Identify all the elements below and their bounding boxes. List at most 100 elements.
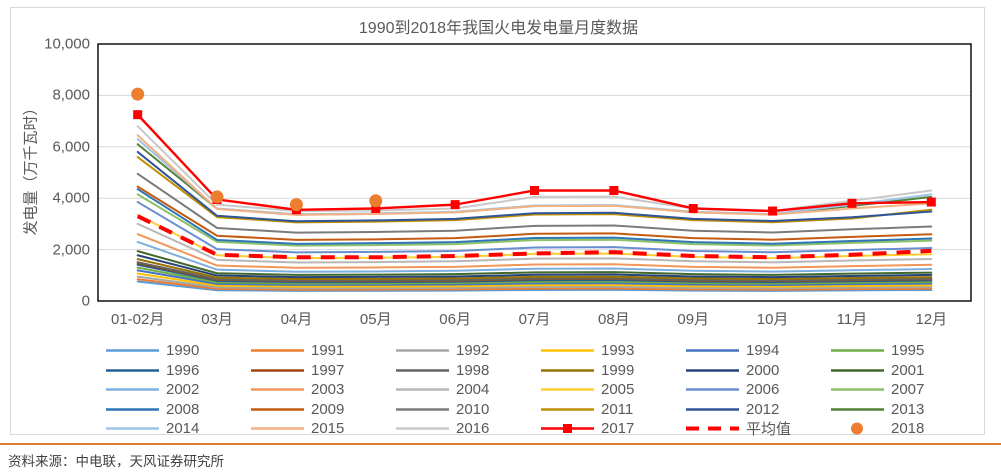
x-tick-label: 10月 xyxy=(756,311,789,328)
series-marker-2017 xyxy=(926,197,936,207)
series-line-2005 xyxy=(136,213,933,260)
series-line-2008 xyxy=(136,188,933,245)
legend-label: 2011 xyxy=(601,400,634,418)
legend-line-sample xyxy=(251,408,304,411)
legend-label: 2012 xyxy=(746,400,780,418)
legend-item-2010: 2010 xyxy=(396,400,541,420)
series-line-2006 xyxy=(136,201,933,254)
series-marker-2017 xyxy=(847,198,857,208)
series-marker-2017 xyxy=(768,206,778,216)
legend-item-2002: 2002 xyxy=(106,380,251,400)
legend-label: 2016 xyxy=(456,420,490,438)
legend-line-sample xyxy=(686,408,739,411)
legend-line-sample xyxy=(251,388,304,391)
y-tick-label: 2,000 xyxy=(52,241,90,259)
legend-line-sample xyxy=(396,388,449,391)
legend-item-1998: 1998 xyxy=(396,361,541,381)
series-line-2010 xyxy=(136,172,933,234)
legend-item-1996: 1996 xyxy=(106,361,251,381)
legend-line-sample xyxy=(541,388,594,391)
legend-label: 2013 xyxy=(891,400,925,418)
legend-label: 2000 xyxy=(746,361,780,379)
legend-line-sample xyxy=(541,369,594,372)
legend-item-1994: 1994 xyxy=(686,341,831,361)
series-line-2004 xyxy=(136,222,933,264)
legend-line-sample xyxy=(106,427,159,430)
series-line-1995 xyxy=(136,266,933,285)
legend-item-1995: 1995 xyxy=(831,341,976,361)
x-tick-label: 05月 xyxy=(359,311,392,328)
x-tick-label: 03月 xyxy=(201,311,233,328)
series-dot-2018 xyxy=(210,190,224,204)
series-line-2007 xyxy=(136,193,933,247)
legend-item-1992: 1992 xyxy=(396,341,541,361)
y-tick-label: 8,000 xyxy=(52,86,90,104)
legend-label: 1994 xyxy=(746,342,780,360)
chart-title: 1990到2018年我国火电发电量月度数据 xyxy=(358,20,639,37)
series-line-1993 xyxy=(136,272,933,288)
chart-legend: 1990 1991 1992 1993 1994 1995 1996 1997 1998 1999… xyxy=(106,341,976,439)
series-line-2001 xyxy=(136,250,933,276)
legend-item-2004: 2004 xyxy=(396,380,541,400)
legend-item-2016: 2016 xyxy=(396,419,541,439)
x-tick-label: 01-02月 xyxy=(110,311,165,328)
series-dot-2018 xyxy=(369,194,383,208)
series-line-1991 xyxy=(136,278,933,291)
x-tick-label: 09月 xyxy=(677,311,710,328)
legend-line-sample xyxy=(396,408,449,411)
x-tick-label: 08月 xyxy=(598,311,630,328)
x-tick-label: 04月 xyxy=(280,311,313,328)
legend-line-sample xyxy=(106,369,159,372)
legend-label: 1999 xyxy=(601,361,635,379)
plot-frame xyxy=(97,43,972,302)
legend-label: 1995 xyxy=(891,342,925,360)
legend-item-2007: 2007 xyxy=(831,380,976,400)
legend-line-sample xyxy=(396,369,449,372)
legend-item-1991: 1991 xyxy=(251,341,396,361)
series-marker-2017 xyxy=(530,185,539,195)
series-dot-2018 xyxy=(131,87,145,101)
series-line-2011 xyxy=(136,156,933,224)
legend-label: 1996 xyxy=(166,361,200,379)
series-line-2003 xyxy=(136,233,933,269)
series-line-2002 xyxy=(136,240,933,273)
legend-label: 1998 xyxy=(456,361,490,379)
legend-dot-marker xyxy=(851,422,863,435)
series-line-2012 xyxy=(136,150,933,223)
legend-item-2001: 2001 xyxy=(831,361,976,381)
legend-dot-sample xyxy=(851,422,863,435)
legend-square-marker xyxy=(563,424,572,434)
legend-line-sample xyxy=(106,408,159,411)
legend-line-sample xyxy=(541,424,594,434)
series-marker-2017 xyxy=(133,110,143,120)
legend-line-sample xyxy=(831,349,884,352)
legend-line-sample xyxy=(686,388,739,391)
legend-label: 2003 xyxy=(311,381,345,399)
legend-item-2012: 2012 xyxy=(686,400,831,420)
legend-item-2000: 2000 xyxy=(686,361,831,381)
source-divider xyxy=(0,443,1001,445)
legend-line-sample xyxy=(831,408,884,411)
y-tick-label: 4,000 xyxy=(52,189,90,207)
legend-line-sample xyxy=(251,369,304,372)
series-marker-2017 xyxy=(371,203,381,213)
legend-line-sample xyxy=(831,388,884,391)
legend-item-1993: 1993 xyxy=(541,341,686,361)
series-line-1998 xyxy=(136,261,933,282)
legend-label: 2015 xyxy=(311,420,345,438)
legend-label: 1991 xyxy=(311,342,345,360)
x-tick-label: 11月 xyxy=(836,311,868,328)
legend-label: 2005 xyxy=(601,381,635,399)
legend-label: 2018 xyxy=(891,420,925,438)
series-line-1994 xyxy=(136,269,933,286)
legend-line-sample xyxy=(541,349,594,352)
legend-line-sample xyxy=(686,426,739,431)
legend-label: 2010 xyxy=(456,400,490,418)
y-tick-label: 10,000 xyxy=(44,35,90,53)
legend-item-1999: 1999 xyxy=(541,361,686,381)
legend-line-sample xyxy=(106,388,159,391)
plot-area xyxy=(97,43,972,302)
legend-label: 1997 xyxy=(311,361,345,379)
legend-item-2017: 2017 xyxy=(541,419,686,439)
